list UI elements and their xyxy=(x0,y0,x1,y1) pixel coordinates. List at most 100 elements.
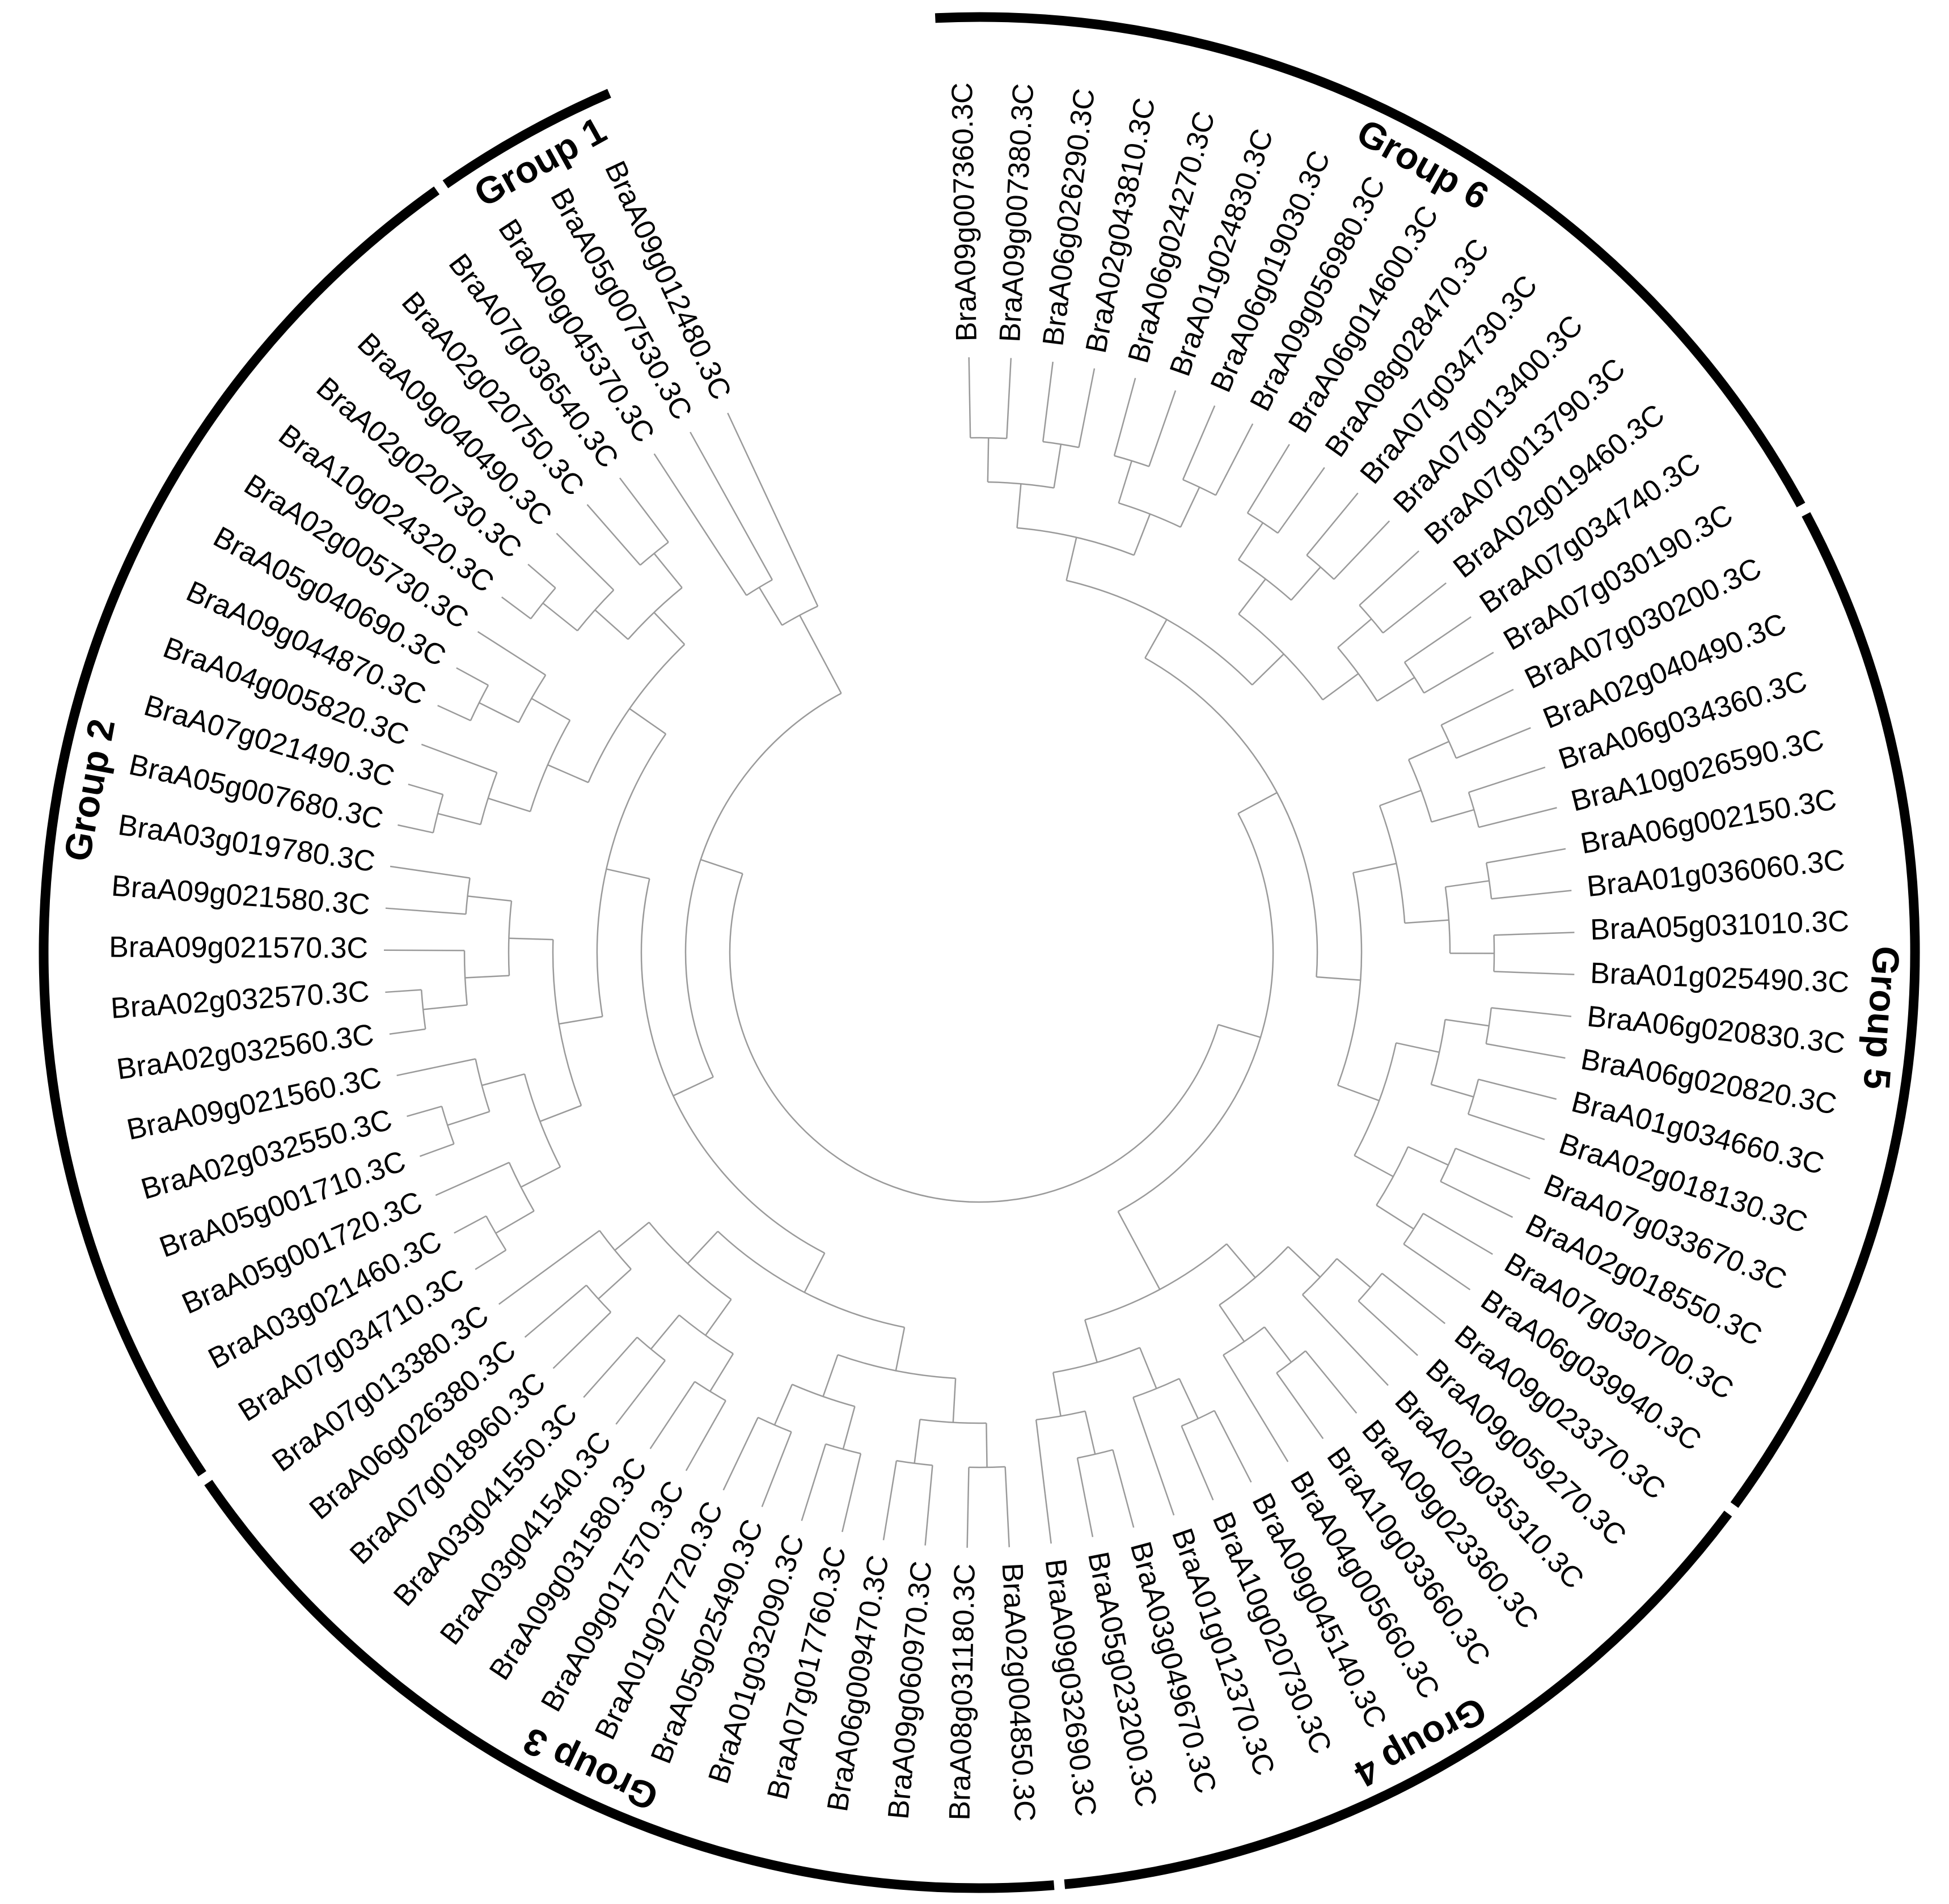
branch xyxy=(1440,688,1514,726)
branch xyxy=(924,1465,933,1546)
branch xyxy=(1404,616,1472,663)
branch xyxy=(619,477,669,543)
branch xyxy=(463,950,468,1005)
branch xyxy=(758,587,783,626)
branch xyxy=(1178,1378,1199,1419)
branch xyxy=(594,609,629,640)
branch xyxy=(729,873,1219,1203)
branch xyxy=(1468,767,1546,793)
branch xyxy=(1358,1300,1418,1356)
branch xyxy=(1485,1008,1493,1044)
branch xyxy=(1354,1043,1397,1156)
branch xyxy=(709,1353,734,1392)
branch xyxy=(1139,1347,1157,1389)
branch xyxy=(1006,358,1012,439)
branch xyxy=(640,878,825,1254)
branch xyxy=(1016,484,1022,528)
branch xyxy=(524,1284,587,1338)
branch xyxy=(529,720,571,812)
branch xyxy=(1358,1272,1383,1302)
branch xyxy=(825,1443,861,1454)
group-arc xyxy=(442,88,611,189)
branch xyxy=(1042,361,1054,442)
branch xyxy=(1277,467,1325,534)
branch xyxy=(653,612,686,645)
leaf-label: BraA05g031010.3C xyxy=(1589,905,1850,946)
branch xyxy=(1468,1113,1545,1140)
branch xyxy=(684,692,842,1078)
branch xyxy=(1219,1304,1245,1342)
branch xyxy=(1376,1204,1414,1230)
branch xyxy=(437,813,481,826)
branch xyxy=(629,708,666,735)
branch xyxy=(1238,613,1324,701)
branch xyxy=(1078,368,1096,448)
branch xyxy=(1223,1355,1289,1462)
branch xyxy=(1052,1372,1062,1416)
branch xyxy=(1322,673,1359,701)
branch xyxy=(408,783,443,796)
leaf-label: BraA09g021580.3C xyxy=(111,869,371,921)
branch xyxy=(1337,618,1372,649)
branch xyxy=(1084,1319,1098,1363)
branch xyxy=(1423,1213,1493,1255)
branch xyxy=(1237,522,1264,560)
branch xyxy=(498,1230,601,1305)
branch xyxy=(1291,566,1321,601)
branch xyxy=(586,504,641,566)
branch xyxy=(1405,919,1449,924)
branch xyxy=(1396,1042,1440,1053)
branch xyxy=(389,1028,426,1035)
leaf-label: BraA02g004850.3C xyxy=(995,1562,1041,1822)
branch xyxy=(1246,443,1290,514)
branch xyxy=(685,1400,726,1471)
group-arc xyxy=(935,12,1806,507)
branch xyxy=(1084,1411,1096,1455)
branch xyxy=(1017,527,1135,556)
branch xyxy=(501,596,531,620)
branch xyxy=(384,949,465,951)
branch xyxy=(1181,1425,1214,1501)
branch xyxy=(615,1360,666,1425)
branch xyxy=(761,1431,792,1508)
branch xyxy=(722,1417,759,1491)
branch xyxy=(1359,550,1419,606)
branch xyxy=(552,940,582,1106)
branch xyxy=(1445,1018,1489,1027)
branch xyxy=(556,532,615,591)
branch xyxy=(822,1354,839,1397)
branch xyxy=(746,579,773,596)
branch xyxy=(1478,807,1557,828)
branch xyxy=(1112,1449,1135,1528)
branch xyxy=(475,1249,506,1270)
branch xyxy=(882,1460,898,1541)
branch xyxy=(598,1268,632,1300)
branch xyxy=(1478,1078,1557,1100)
branch xyxy=(1431,1084,1474,1098)
branch xyxy=(421,743,497,773)
leaf-label: BraA02g032570.3C xyxy=(109,975,370,1025)
branch xyxy=(1117,1211,1161,1290)
branch xyxy=(1485,862,1493,899)
branch xyxy=(687,1230,718,1264)
branch xyxy=(1223,1326,1265,1356)
branch xyxy=(1182,405,1216,480)
branch xyxy=(1118,460,1132,503)
branch xyxy=(1403,662,1425,693)
branch xyxy=(475,1059,491,1112)
branch xyxy=(614,1221,650,1251)
branch xyxy=(441,1106,455,1144)
branch xyxy=(1455,1148,1531,1180)
branch xyxy=(690,431,773,581)
leaf-label: BraA09g007360.3C xyxy=(946,82,983,342)
branch xyxy=(1445,880,1490,888)
branch xyxy=(1431,809,1474,823)
branch xyxy=(1118,813,1274,1212)
branch xyxy=(1316,976,1361,981)
branch xyxy=(465,975,510,979)
branch xyxy=(1237,792,1278,814)
branch xyxy=(1352,862,1397,874)
branch xyxy=(1215,423,1254,496)
branch xyxy=(508,1162,535,1212)
branch xyxy=(1144,657,1318,978)
